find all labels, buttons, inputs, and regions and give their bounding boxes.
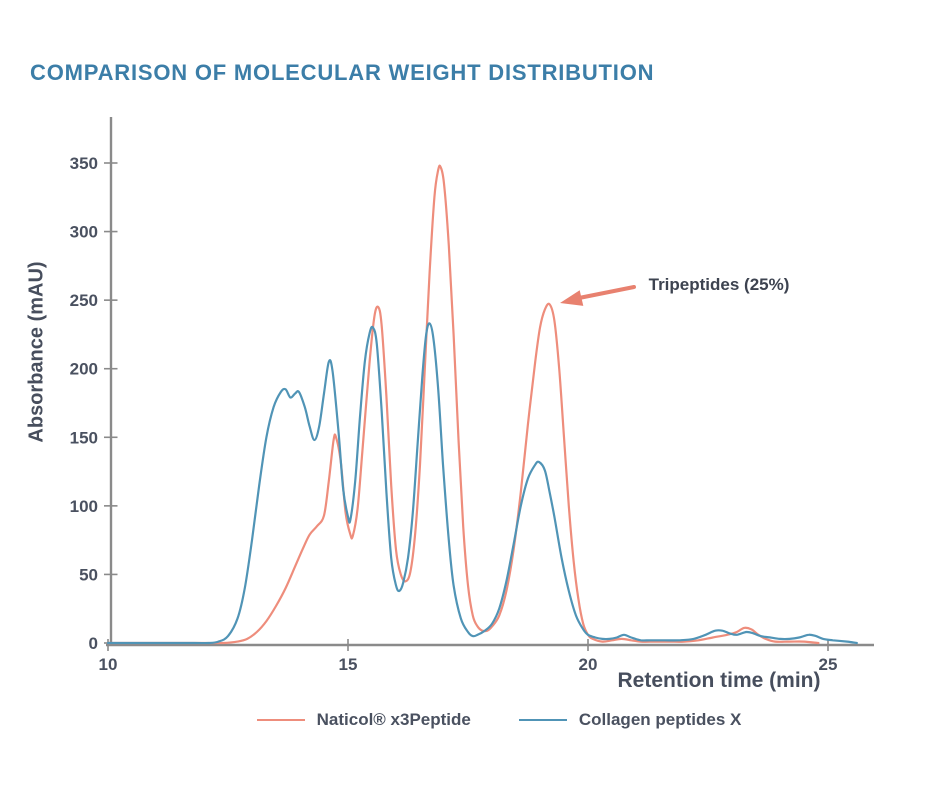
series-line-1: [106, 322, 858, 645]
svg-text:0: 0: [89, 634, 98, 653]
legend-swatch-naticol: [256, 719, 305, 721]
annotation-arrow: [560, 285, 636, 306]
svg-text:150: 150: [70, 428, 98, 447]
axes: [106, 117, 874, 647]
legend-label-naticol: Naticol® x3Peptide: [316, 710, 471, 729]
svg-text:350: 350: [70, 154, 98, 173]
legend: Naticol® x3Peptide Collagen peptides X: [0, 710, 940, 730]
chart-title: COMPARISON OF MOLECULAR WEIGHT DISTRIBUT…: [30, 60, 655, 85]
svg-text:10: 10: [99, 655, 118, 674]
series-curves: [106, 164, 858, 645]
svg-text:50: 50: [79, 565, 98, 584]
svg-text:300: 300: [70, 223, 98, 242]
series-line-0: [106, 164, 820, 645]
y-axis-ticks: 0 50 100 150 200 250 300 350: [70, 154, 118, 653]
y-axis-title: Absorbance (mAU): [25, 261, 48, 443]
svg-text:15: 15: [339, 655, 358, 674]
svg-text:250: 250: [70, 291, 98, 310]
legend-swatch-collagen: [518, 719, 567, 721]
legend-label-collagen: Collagen peptides X: [578, 710, 742, 729]
annotation-label: Tripeptides (25%): [648, 275, 790, 294]
svg-text:200: 200: [70, 360, 98, 379]
svg-text:100: 100: [70, 497, 98, 516]
svg-text:20: 20: [579, 655, 598, 674]
x-axis-ticks: 10 15 20 25: [99, 639, 838, 674]
x-axis-title: Retention time (min): [617, 669, 821, 692]
svg-text:25: 25: [819, 655, 838, 674]
